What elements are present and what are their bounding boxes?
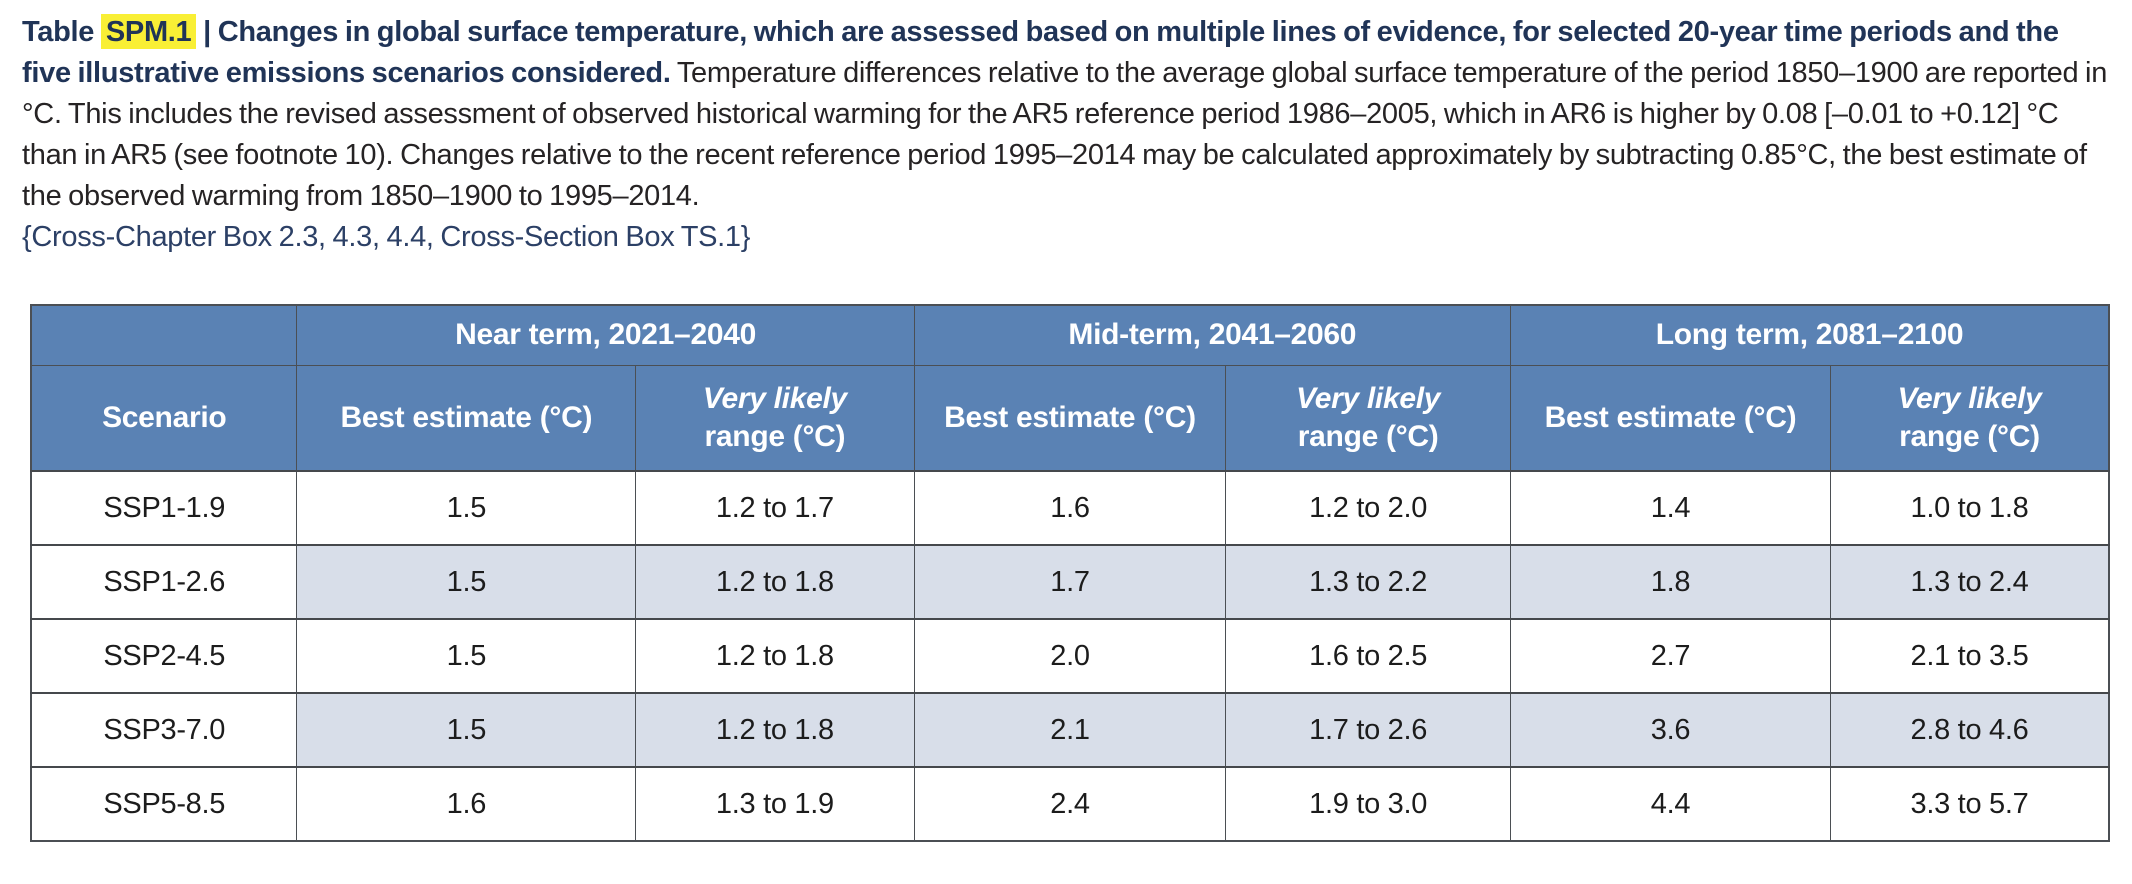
table-row-ssp1-19: SSP1-1.9 1.5 1.2 to 1.7 1.6 1.2 to 2.0 1… [30,470,2110,546]
near-term-best-cell: 1.5 [296,618,637,694]
column-header-long-term-best: Best estimate (°C) [1509,364,1831,472]
scenario-cell: SSP5-8.5 [30,766,298,842]
near-term-best-cell: 1.5 [296,692,637,768]
scenario-cell: SSP3-7.0 [30,692,298,768]
very-likely-label: Very likely [702,381,847,415]
long-term-best-cell: 1.4 [1509,470,1831,546]
range-unit-label: range (°C) [1899,419,2040,453]
long-term-range-cell: 1.3 to 2.4 [1829,544,2110,620]
very-likely-label: Very likely [1296,381,1441,415]
mid-term-range-cell: 1.9 to 3.0 [1225,766,1511,842]
near-term-range-cell: 1.2 to 1.8 [635,544,915,620]
spm1-temperature-table: Near term, 2021–2040 Mid-term, 2041–2060… [30,304,2110,842]
scenario-cell: SSP1-1.9 [30,470,298,546]
table-row-ssp1-26: SSP1-2.6 1.5 1.2 to 1.8 1.7 1.3 to 2.2 1… [30,544,2110,620]
mid-term-best-cell: 2.1 [913,692,1227,768]
range-unit-label: range (°C) [704,419,846,453]
group-header-long-term: Long term, 2081–2100 [1509,304,2110,366]
long-term-best-cell: 2.7 [1509,618,1831,694]
mid-term-best-cell: 1.6 [913,470,1227,546]
column-header-long-term-range: Very likely range (°C) [1829,364,2110,472]
column-header-mid-term-best: Best estimate (°C) [913,364,1227,472]
caption-cross-reference: {Cross-Chapter Box 2.3, 4.3, 4.4, Cross-… [22,221,751,253]
table-caption: Table SPM.1 | Changes in global surface … [22,12,2112,258]
table-row-ssp2-45: SSP2-4.5 1.5 1.2 to 1.8 2.0 1.6 to 2.5 2… [30,618,2110,694]
mid-term-range-cell: 1.2 to 2.0 [1225,470,1511,546]
range-unit-label: range (°C) [1297,419,1439,453]
column-header-near-term-range: Very likely range (°C) [635,364,915,472]
caption-body-text: Temperature differences relative to the … [22,57,2108,212]
near-term-range-cell: 1.2 to 1.8 [635,692,915,768]
caption-table-number-highlight: SPM.1 [100,14,197,49]
table-group-header-row: Near term, 2021–2040 Mid-term, 2041–2060… [30,304,2110,366]
group-header-near-term: Near term, 2021–2040 [296,304,915,366]
very-likely-label: Very likely [1897,381,2042,415]
table-row-ssp5-85: SSP5-8.5 1.6 1.3 to 1.9 2.4 1.9 to 3.0 4… [30,766,2110,842]
mid-term-best-cell: 1.7 [913,544,1227,620]
near-term-range-cell: 1.2 to 1.7 [635,470,915,546]
mid-term-range-cell: 1.7 to 2.6 [1225,692,1511,768]
near-term-best-cell: 1.5 [296,544,637,620]
near-term-range-cell: 1.2 to 1.8 [635,618,915,694]
scenario-cell: SSP1-2.6 [30,544,298,620]
mid-term-range-cell: 1.3 to 2.2 [1225,544,1511,620]
long-term-best-cell: 3.6 [1509,692,1831,768]
near-term-best-cell: 1.5 [296,470,637,546]
near-term-range-cell: 1.3 to 1.9 [635,766,915,842]
column-header-scenario: Scenario [30,364,298,472]
table-container: Near term, 2021–2040 Mid-term, 2041–2060… [30,304,2112,842]
long-term-best-cell: 4.4 [1509,766,1831,842]
long-term-range-cell: 2.8 to 4.6 [1829,692,2110,768]
table-sub-header-row: Scenario Best estimate (°C) Very likely … [30,364,2110,472]
scenario-header-spacer [30,304,298,366]
column-header-mid-term-range: Very likely range (°C) [1225,364,1511,472]
mid-term-best-cell: 2.0 [913,618,1227,694]
group-header-mid-term: Mid-term, 2041–2060 [913,304,1511,366]
long-term-best-cell: 1.8 [1509,544,1831,620]
column-header-near-term-best: Best estimate (°C) [296,364,637,472]
table-row-ssp3-70: SSP3-7.0 1.5 1.2 to 1.8 2.1 1.7 to 2.6 3… [30,692,2110,768]
caption-title-prefix: Table [22,16,101,48]
scenario-cell: SSP2-4.5 [30,618,298,694]
mid-term-range-cell: 1.6 to 2.5 [1225,618,1511,694]
long-term-range-cell: 1.0 to 1.8 [1829,470,2110,546]
near-term-best-cell: 1.6 [296,766,637,842]
long-term-range-cell: 3.3 to 5.7 [1829,766,2110,842]
caption-title-bold: | Changes in global surface temperature,… [22,16,2059,89]
long-term-range-cell: 2.1 to 3.5 [1829,618,2110,694]
document-page: Table SPM.1 | Changes in global surface … [22,12,2112,842]
mid-term-best-cell: 2.4 [913,766,1227,842]
